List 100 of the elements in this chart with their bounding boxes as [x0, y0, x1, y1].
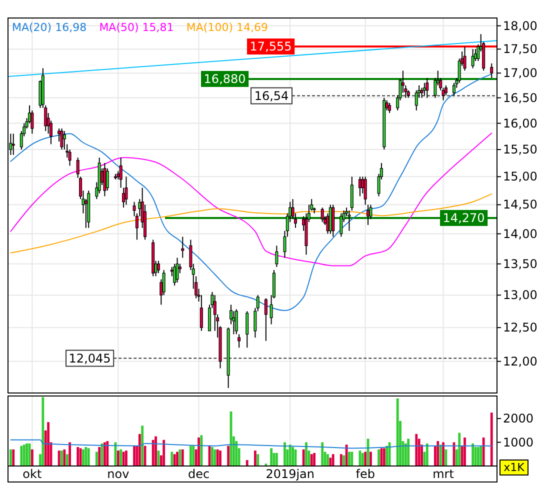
- x-tick-label: dec: [188, 467, 210, 481]
- candlestick: [12, 133, 15, 156]
- bar: [326, 454, 329, 466]
- bar: [125, 450, 128, 466]
- x-tick-label: okt: [22, 467, 42, 481]
- y-tick-label: 1000: [503, 435, 534, 450]
- bar: [227, 446, 230, 466]
- bar: [216, 449, 219, 466]
- bar: [436, 441, 440, 466]
- bar: [76, 447, 80, 466]
- y-tick-label: 14,50: [503, 198, 538, 212]
- bar: [378, 449, 380, 466]
- bar: [480, 446, 482, 466]
- bar: [106, 441, 109, 466]
- x-tick-label: 2019jan: [266, 467, 315, 481]
- bar: [270, 448, 273, 466]
- bar: [329, 458, 332, 466]
- bar: [407, 438, 410, 466]
- bar: [133, 446, 136, 466]
- bar: [66, 454, 68, 466]
- bar: [284, 442, 286, 466]
- candlestick: [275, 245, 278, 268]
- bar: [305, 442, 308, 466]
- bar: [332, 454, 334, 466]
- bar: [181, 449, 184, 466]
- candlestick: [181, 236, 184, 258]
- candlestick: [350, 176, 354, 211]
- bar: [22, 444, 26, 466]
- bar: [20, 446, 23, 466]
- candlestick: [420, 87, 424, 98]
- y-tick-label: 2000: [503, 412, 534, 426]
- bar: [396, 398, 399, 466]
- ref-line-label: 16,54: [254, 88, 289, 103]
- ref-line-label: 12,045: [68, 351, 111, 366]
- bar: [310, 454, 313, 466]
- bar: [30, 449, 34, 466]
- candlestick: [119, 157, 122, 188]
- candlestick: [320, 207, 324, 223]
- y-tick-label: 15,50: [503, 142, 538, 157]
- bar: [162, 440, 166, 466]
- bar: [120, 449, 122, 466]
- bar: [442, 442, 444, 466]
- y-tick-label: 13,50: [503, 256, 538, 271]
- bar: [313, 452, 316, 466]
- bar: [364, 452, 367, 466]
- x-tick-label: feb: [356, 467, 375, 481]
- x-tick-label: mrt: [432, 467, 454, 481]
- candlestick: [124, 176, 128, 206]
- bar: [176, 452, 178, 466]
- candlestick: [176, 257, 179, 283]
- y-tick-label: 16,00: [503, 116, 538, 130]
- bar: [256, 454, 260, 466]
- y-tick-label: 12,00: [503, 354, 538, 368]
- candlestick: [340, 212, 343, 238]
- bar: [426, 443, 428, 466]
- y-tick-label: 13,00: [503, 288, 538, 302]
- ref-line-label: 14,270: [442, 210, 485, 225]
- candlestick: [234, 308, 238, 335]
- bar: [47, 422, 50, 466]
- bar: [116, 450, 120, 466]
- bar: [82, 449, 84, 466]
- candlestick: [30, 110, 34, 134]
- bar: [63, 449, 66, 466]
- bar: [95, 452, 98, 466]
- bar: [42, 397, 44, 466]
- candlestick: [332, 204, 335, 238]
- y-tick-label: 17,50: [503, 42, 538, 56]
- bar: [382, 448, 386, 466]
- bar: [490, 412, 493, 466]
- bar: [152, 440, 154, 466]
- bar: [141, 426, 144, 466]
- ref-line-label: 17,555: [250, 40, 292, 54]
- bar: [350, 452, 354, 466]
- candlestick: [490, 62, 494, 78]
- bar: [214, 449, 216, 466]
- text: MA(100) 14,69: [186, 21, 268, 34]
- bar: [12, 449, 15, 466]
- bar: [190, 446, 192, 466]
- candlestick: [106, 168, 109, 192]
- y-tick-label: 14,00: [503, 226, 538, 241]
- y-tick-label: 17,00: [503, 66, 538, 80]
- bar: [439, 444, 442, 466]
- y-axis-title: x1K: [504, 461, 526, 474]
- bar: [84, 447, 88, 466]
- candlestick: [238, 334, 241, 348]
- bar: [386, 446, 388, 466]
- candlestick: [283, 230, 286, 258]
- bar: [138, 434, 141, 466]
- candlestick: [60, 128, 64, 150]
- bar: [464, 438, 466, 466]
- candlestick: [452, 82, 456, 96]
- bar: [98, 447, 101, 466]
- bar: [198, 438, 200, 466]
- bar: [246, 460, 248, 466]
- bar: [321, 442, 324, 466]
- line-series: [10, 193, 492, 254]
- bar: [275, 452, 278, 466]
- bar: [211, 447, 214, 466]
- bar: [415, 434, 418, 466]
- candlestick: [388, 102, 392, 114]
